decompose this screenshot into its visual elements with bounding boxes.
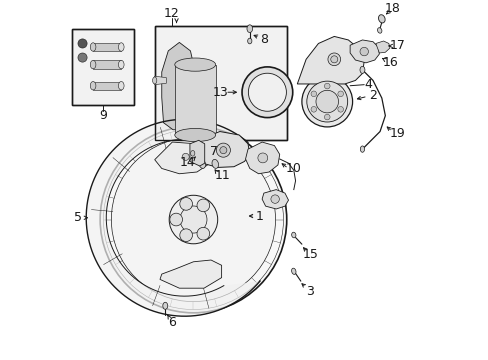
Circle shape [100, 126, 286, 313]
Bar [154, 26, 286, 140]
Circle shape [337, 91, 343, 96]
Ellipse shape [291, 268, 295, 274]
Circle shape [257, 153, 267, 163]
Polygon shape [160, 260, 221, 288]
Polygon shape [245, 142, 279, 174]
Text: 3: 3 [306, 285, 314, 298]
Circle shape [310, 107, 316, 112]
Bar [72, 30, 133, 105]
Text: 4: 4 [364, 78, 372, 91]
Polygon shape [349, 40, 379, 63]
Text: 16: 16 [382, 56, 398, 69]
Ellipse shape [174, 58, 215, 71]
Bar [93, 60, 121, 69]
Text: 7: 7 [209, 145, 217, 158]
Ellipse shape [377, 28, 381, 33]
Polygon shape [262, 190, 288, 209]
Ellipse shape [152, 77, 157, 84]
Circle shape [180, 206, 206, 233]
Circle shape [220, 147, 226, 154]
Text: 8: 8 [259, 33, 267, 46]
Circle shape [310, 91, 316, 96]
Circle shape [169, 213, 182, 226]
Bar [93, 81, 121, 90]
Polygon shape [154, 142, 207, 174]
Text: 10: 10 [285, 162, 301, 175]
Text: 1: 1 [255, 210, 263, 222]
Ellipse shape [190, 150, 194, 156]
Ellipse shape [90, 81, 96, 90]
Text: 11: 11 [214, 169, 230, 182]
Bar [154, 26, 286, 140]
Ellipse shape [118, 81, 124, 90]
Text: 6: 6 [168, 316, 176, 329]
Polygon shape [154, 76, 166, 85]
Circle shape [197, 199, 209, 212]
Circle shape [327, 53, 340, 66]
Circle shape [248, 73, 286, 111]
Text: 12: 12 [163, 7, 179, 20]
Text: 17: 17 [389, 40, 405, 53]
Text: 9: 9 [99, 109, 106, 122]
Circle shape [111, 138, 275, 302]
Ellipse shape [118, 43, 124, 51]
Polygon shape [197, 131, 249, 167]
Polygon shape [297, 36, 364, 84]
Ellipse shape [359, 66, 364, 73]
Circle shape [180, 198, 192, 210]
Circle shape [169, 195, 217, 244]
Circle shape [324, 114, 329, 120]
Bar [93, 43, 121, 51]
Polygon shape [86, 119, 260, 316]
Text: 18: 18 [385, 2, 400, 15]
Circle shape [301, 76, 352, 127]
Circle shape [242, 67, 292, 118]
Polygon shape [162, 42, 196, 130]
Circle shape [78, 39, 87, 48]
Bar [72, 30, 133, 105]
Polygon shape [375, 41, 389, 53]
Text: 15: 15 [302, 248, 318, 261]
Circle shape [337, 107, 343, 112]
Circle shape [324, 83, 329, 89]
Text: 5: 5 [74, 211, 82, 224]
Circle shape [359, 48, 367, 56]
Ellipse shape [360, 146, 364, 152]
Circle shape [315, 90, 338, 113]
Circle shape [306, 81, 347, 122]
Circle shape [182, 153, 189, 160]
Text: 2: 2 [368, 89, 376, 102]
Ellipse shape [174, 129, 215, 141]
Ellipse shape [378, 15, 385, 23]
Circle shape [78, 53, 87, 62]
Circle shape [270, 195, 279, 203]
Ellipse shape [199, 159, 205, 168]
Ellipse shape [246, 25, 252, 32]
Text: 14: 14 [180, 156, 195, 169]
Circle shape [330, 56, 337, 63]
Text: 19: 19 [389, 127, 405, 140]
Circle shape [180, 229, 192, 242]
Ellipse shape [212, 159, 218, 168]
Polygon shape [189, 140, 204, 166]
Bar [174, 64, 215, 135]
Ellipse shape [90, 43, 96, 51]
Ellipse shape [291, 232, 295, 238]
Ellipse shape [118, 60, 124, 69]
Circle shape [216, 143, 230, 157]
Circle shape [197, 227, 209, 240]
Ellipse shape [90, 60, 96, 69]
Text: 13: 13 [213, 86, 228, 99]
Ellipse shape [163, 302, 167, 309]
Ellipse shape [247, 38, 251, 44]
